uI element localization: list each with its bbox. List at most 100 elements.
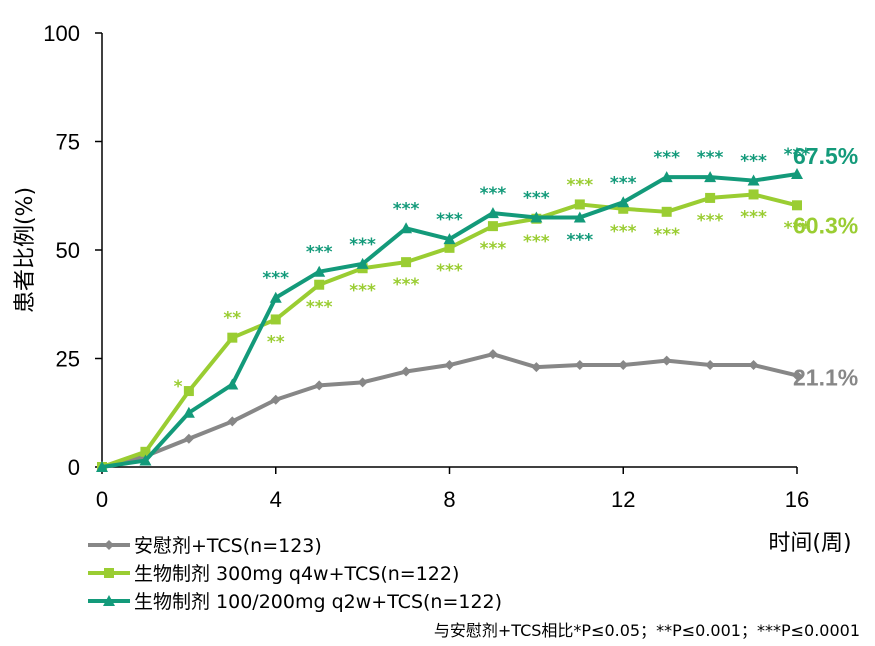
significance-marker: ***: [306, 298, 333, 318]
significance-marker: ***: [697, 148, 724, 168]
data-point: [660, 171, 673, 183]
significance-marker: ***: [480, 239, 507, 259]
data-point: [705, 360, 716, 371]
data-point: [444, 242, 455, 253]
legend-label: 安慰剂+TCS(n=123): [134, 535, 322, 557]
data-point: [618, 360, 629, 371]
footnote: 与安慰剂+TCS相比*P≤0.05；**P≤0.001；***P≤0.0001: [434, 621, 860, 640]
data-point: [487, 349, 498, 360]
data-point: [444, 360, 455, 371]
significance-marker: ***: [740, 207, 767, 227]
x-axis-label: 时间(周): [768, 531, 851, 556]
significance-marker: ***: [480, 184, 507, 204]
significance-marker: ***: [566, 175, 593, 195]
significance-marker: ***: [566, 230, 593, 250]
x-tick-label: 16: [785, 487, 809, 512]
data-point: [96, 461, 108, 472]
significance-marker: ***: [393, 199, 420, 219]
data-point: [401, 366, 412, 377]
series-2: [97, 189, 802, 472]
data-point: [226, 378, 239, 390]
data-point: [183, 433, 194, 444]
data-point: [314, 380, 325, 391]
significance-marker: ***: [306, 243, 333, 263]
significance-marker: ***: [523, 188, 550, 208]
significance-marker: ***: [262, 269, 289, 289]
data-point: [705, 192, 716, 203]
significance-marker: ***: [610, 173, 637, 193]
data-point: [573, 211, 586, 223]
data-point: [139, 454, 152, 466]
significance-marker: **: [223, 309, 241, 329]
data-point: [792, 200, 802, 211]
data-point: [486, 207, 499, 219]
legend-label: 生物制剂 100/200mg q2w+TCS(n=122): [134, 591, 502, 613]
data-point: [748, 360, 759, 371]
data-point: [400, 222, 413, 234]
significance-marker: ***: [393, 275, 420, 295]
tick-labels: 0 25 50 75 100 0 4 8 12 16: [43, 21, 809, 512]
significance-marker: ***: [784, 145, 811, 165]
end-value-label: 21.1%: [793, 364, 858, 390]
series-group: [96, 168, 803, 472]
significance-marker: ***: [523, 232, 550, 252]
y-tick-label: 50: [56, 238, 80, 263]
significance-marker: ***: [784, 218, 811, 238]
significance-marker: *: [174, 377, 183, 397]
significance-marker: ***: [349, 235, 376, 255]
significance-marker: ***: [436, 261, 463, 281]
significance-marker: ***: [740, 152, 767, 172]
data-point: [227, 332, 238, 343]
data-point: [313, 265, 326, 277]
end-labels: 21.1% 60.3% 67.5%: [793, 143, 858, 390]
data-point: [661, 355, 672, 366]
legend-label: 生物制剂 300mg q4w+TCS(n=122): [134, 563, 459, 585]
y-axis-label: 患者比例(%): [13, 187, 38, 313]
significance-annotations: *********** ********* ********* ****** *****…: [174, 145, 811, 397]
data-point: [661, 206, 672, 217]
legend: 安慰剂+TCS(n=123) 生物制剂 300mg q4w+TCS(n=122) 生…: [88, 535, 502, 613]
significance-marker: ***: [653, 225, 680, 245]
data-point: [183, 386, 194, 397]
data-point: [617, 196, 630, 208]
end-value-label: 67.5%: [793, 143, 858, 169]
data-point: [270, 314, 281, 325]
data-point: [357, 377, 368, 388]
data-point: [443, 233, 456, 245]
legend-marker: [104, 540, 114, 550]
data-point: [792, 370, 802, 381]
y-tick-label: 25: [56, 347, 80, 372]
data-point: [747, 174, 760, 186]
series-3: [96, 168, 803, 472]
significance-marker: ***: [697, 211, 724, 231]
data-point: [618, 203, 629, 214]
data-point: [531, 362, 542, 373]
data-point: [356, 257, 369, 269]
y-tick-label: 75: [56, 130, 80, 155]
significance-marker: ***: [349, 281, 376, 301]
significance-marker: ***: [653, 148, 680, 168]
series-1: [97, 349, 802, 472]
x-tick-label: 0: [96, 487, 108, 512]
significance-marker: ***: [610, 222, 637, 242]
data-point: [530, 211, 543, 223]
y-tick-label: 100: [43, 21, 80, 46]
end-value-label: 60.3%: [793, 212, 858, 238]
x-tick-label: 4: [270, 487, 282, 512]
data-point: [227, 416, 238, 427]
x-tick-label: 8: [443, 487, 455, 512]
legend-marker: [104, 568, 114, 578]
data-point: [401, 257, 412, 268]
y-tick-label: 0: [68, 455, 80, 480]
axes: [95, 32, 798, 474]
data-point: [487, 221, 498, 232]
data-point: [574, 199, 585, 210]
significance-marker: **: [267, 332, 285, 352]
data-point: [140, 446, 151, 457]
data-point: [182, 406, 195, 418]
data-point: [791, 168, 803, 180]
x-tick-label: 12: [611, 487, 635, 512]
significance-marker: ***: [436, 210, 463, 230]
